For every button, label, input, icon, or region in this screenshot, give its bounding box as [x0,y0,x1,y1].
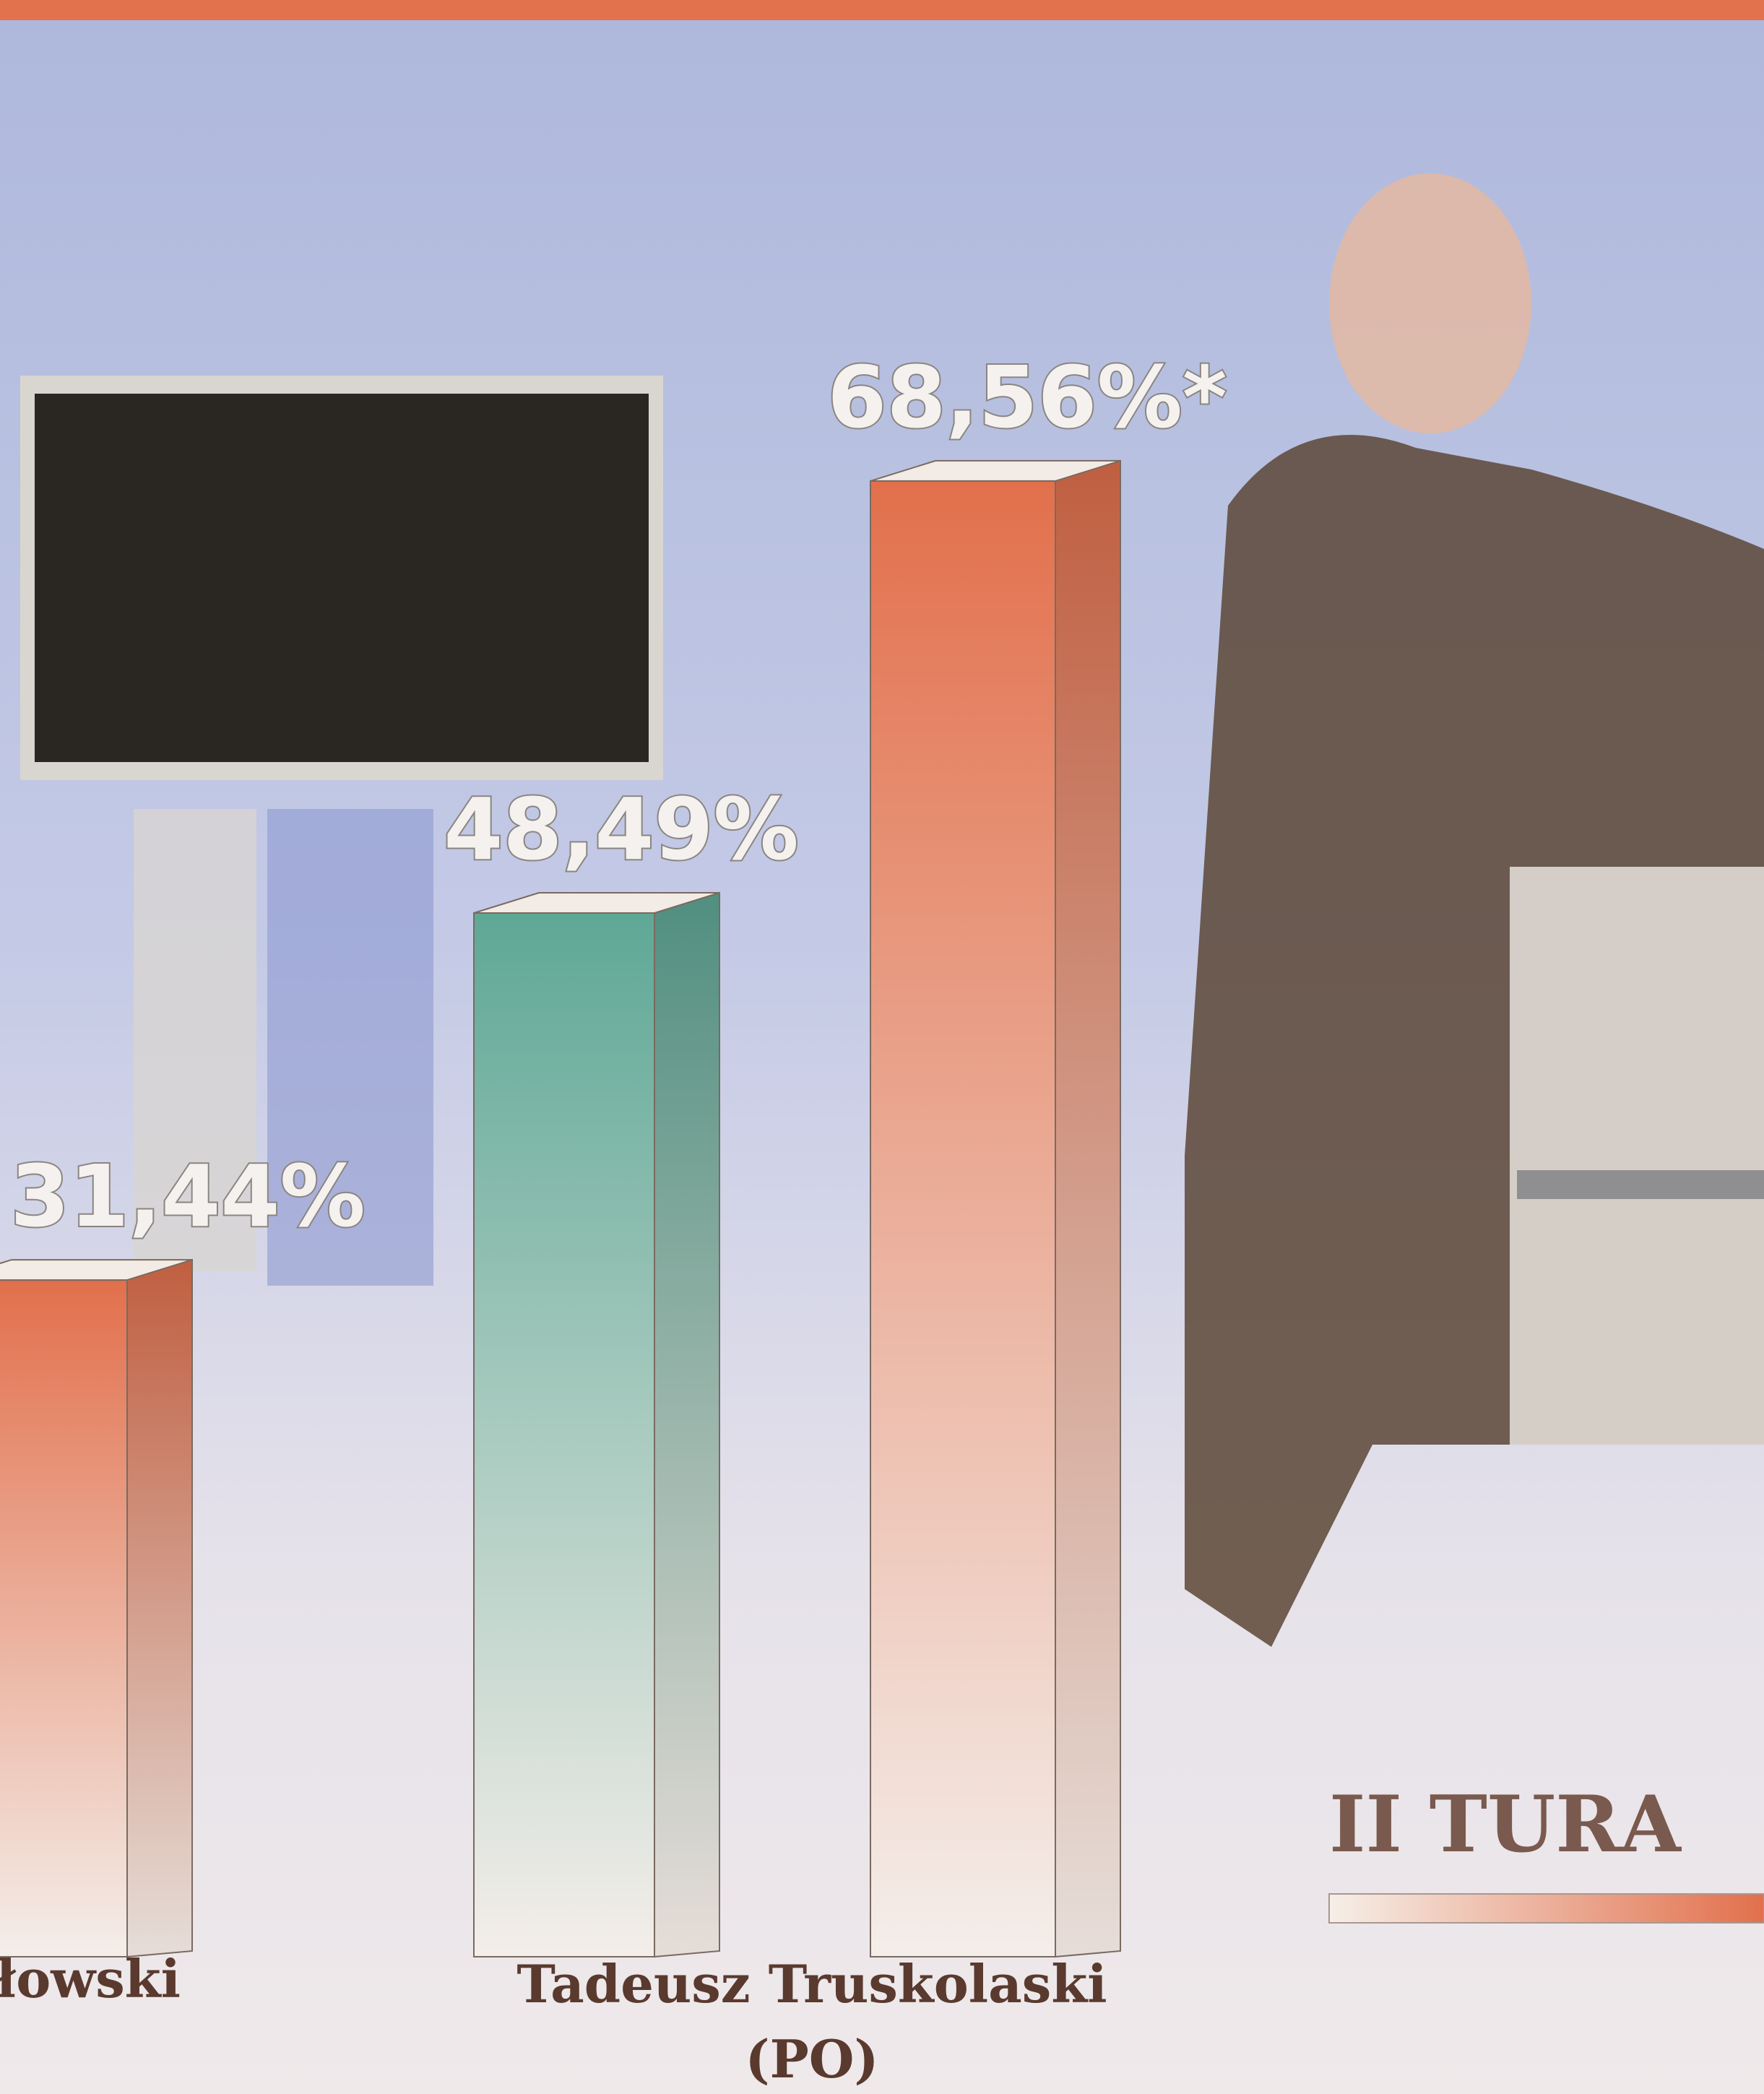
page: łowski II TURA 48,49%31,44%68,56%* Tadeu… [0,0,1764,2094]
category-label: Tadeusz Truskolaski (PO) [494,1947,1130,2094]
chart: łowski II TURA 48,49%31,44%68,56%* [0,0,1764,2094]
legend-label: II TURA [1329,1779,1682,1870]
screen [35,394,649,762]
bar [870,461,1120,1957]
face [1329,173,1531,433]
top-strip [0,0,1764,20]
value-label: 31,44% [10,1146,365,1246]
chair [1510,867,1764,1445]
bar [474,893,719,1957]
chair-rail [1517,1170,1764,1199]
bar [0,1260,192,1957]
value-label: 68,56%* [827,347,1227,447]
legend-swatch [1329,1894,1764,1923]
value-label: 48,49% [444,779,798,879]
